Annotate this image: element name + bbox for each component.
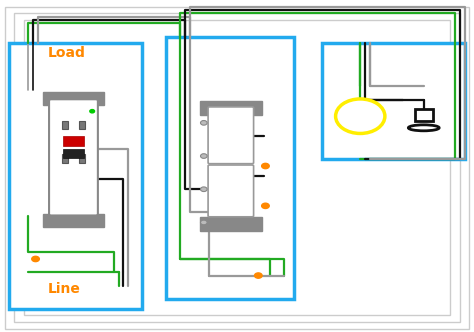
Bar <box>79 121 85 129</box>
Circle shape <box>201 220 207 225</box>
Circle shape <box>90 110 94 113</box>
Ellipse shape <box>408 125 439 131</box>
Bar <box>62 121 68 129</box>
Bar <box>63 136 84 146</box>
Circle shape <box>262 203 269 208</box>
Bar <box>9 43 142 309</box>
Circle shape <box>32 256 39 262</box>
FancyBboxPatch shape <box>208 107 254 164</box>
Bar <box>43 214 104 227</box>
FancyBboxPatch shape <box>208 165 254 217</box>
Text: Load: Load <box>47 46 85 60</box>
Text: Line: Line <box>47 282 80 296</box>
Bar <box>200 101 262 115</box>
Bar <box>24 20 450 315</box>
Circle shape <box>262 163 269 169</box>
Bar <box>166 37 294 299</box>
Circle shape <box>201 121 207 125</box>
FancyBboxPatch shape <box>49 99 98 215</box>
Circle shape <box>336 99 385 133</box>
Bar <box>415 109 433 121</box>
Bar <box>200 217 262 231</box>
Bar <box>322 43 465 159</box>
Circle shape <box>201 154 207 158</box>
Circle shape <box>201 187 207 192</box>
Bar <box>79 154 85 163</box>
Bar <box>43 92 104 105</box>
Bar <box>63 149 84 158</box>
Bar <box>62 154 68 163</box>
Circle shape <box>255 273 262 278</box>
